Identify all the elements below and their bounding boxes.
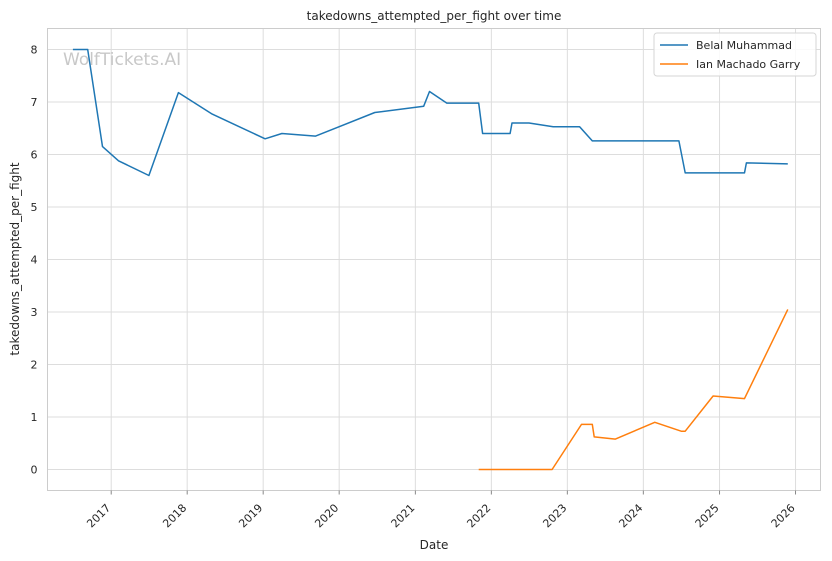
y-axis-title: takedowns_attempted_per_fight — [8, 162, 22, 355]
series-line-belal-muhammad — [72, 48, 788, 177]
chart-title: takedowns_attempted_per_fight over time — [307, 9, 562, 23]
gridlines — [47, 28, 821, 491]
y-tick-label: 1 — [31, 411, 38, 424]
plot-frame — [47, 28, 821, 491]
x-axis-title: Date — [420, 538, 449, 552]
series-line-ian-machado-garry — [478, 309, 789, 471]
y-tick-label: 4 — [31, 254, 38, 267]
y-axis-ticks: 0 1 2 3 4 5 6 7 8 — [31, 44, 38, 477]
y-tick-label: 8 — [31, 44, 38, 57]
legend-label-belal-muhammad: Belal Muhammad — [696, 39, 792, 52]
y-tick-label: 5 — [31, 201, 38, 214]
y-tick-label: 7 — [31, 96, 38, 109]
watermark-text: WolfTickets.AI — [63, 50, 181, 70]
legend-box — [653, 32, 817, 77]
series-layer — [72, 48, 789, 471]
y-tick-label: 6 — [31, 149, 38, 162]
legend-label-ian-machado-garry: Ian Machado Garry — [696, 58, 801, 71]
y-tick-label: 3 — [31, 306, 38, 319]
y-tick-label: 0 — [31, 464, 38, 477]
legend: Belal Muhammad Ian Machado Garry — [653, 32, 817, 77]
y-tick-label: 2 — [31, 359, 38, 372]
